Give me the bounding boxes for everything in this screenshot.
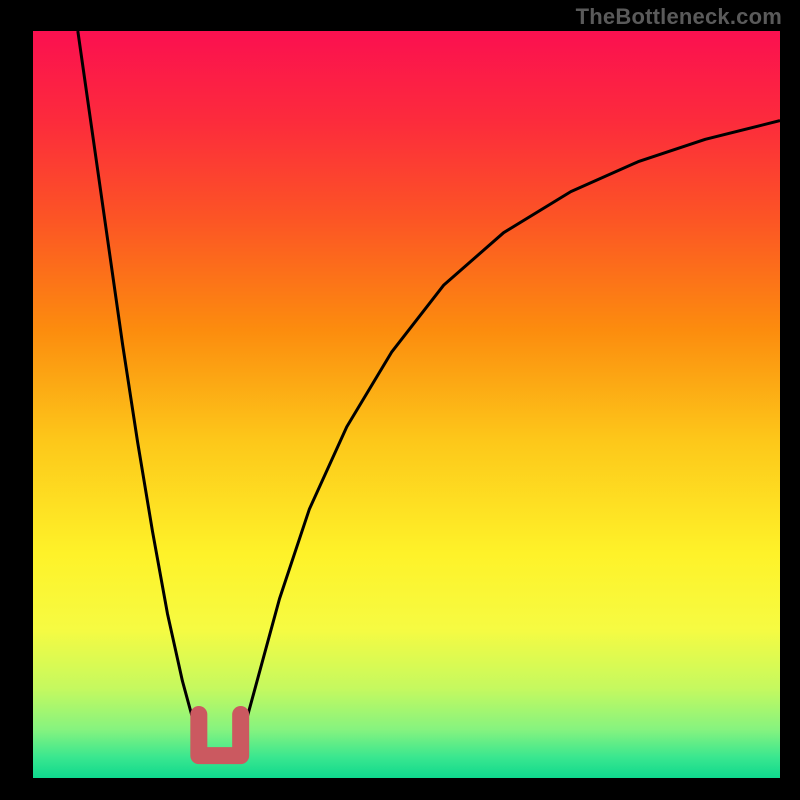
- plot-area: [33, 31, 780, 778]
- curve-overlay: [33, 31, 780, 778]
- bottleneck-curve: [78, 31, 780, 758]
- minimum-u-marker: [199, 715, 241, 756]
- watermark-label: TheBottleneck.com: [576, 4, 782, 30]
- chart-canvas: TheBottleneck.com: [0, 0, 800, 800]
